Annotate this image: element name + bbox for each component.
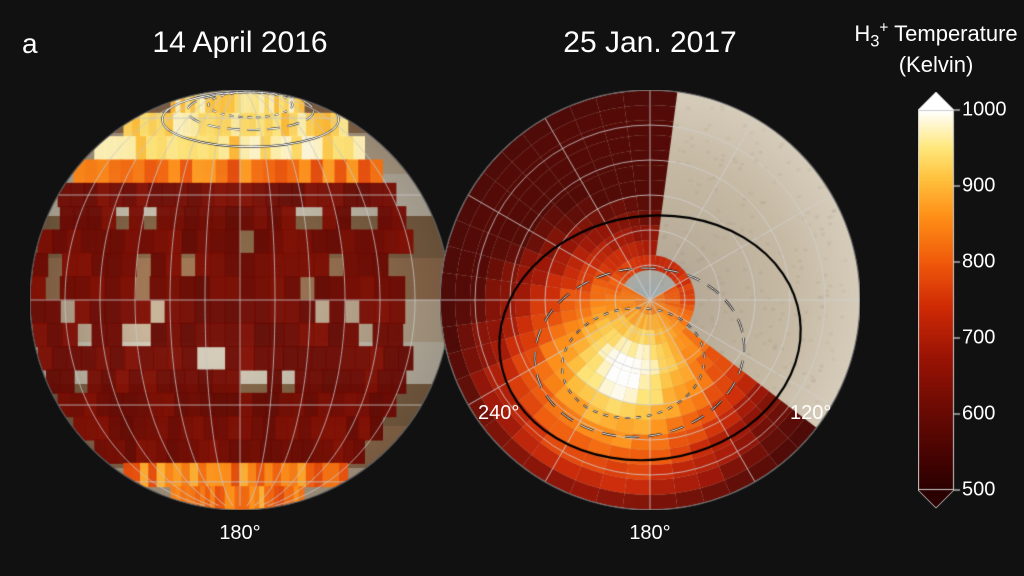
left-globe: [30, 90, 450, 510]
colorbar-tick: 1000: [962, 99, 1007, 122]
left-globe-canvas: [30, 90, 450, 510]
panel-label: a: [22, 28, 38, 60]
colorbar-title-line2: (Kelvin): [899, 52, 974, 77]
colorbar-tick: 800: [962, 251, 995, 274]
right-globe-canvas: [440, 90, 860, 510]
colorbar-title: H3+ Temperature (Kelvin): [854, 20, 1017, 77]
right-globe-right-lon-label: 120°: [790, 402, 831, 425]
right-globe-title: 25 Jan. 2017: [563, 26, 736, 60]
colorbar-tick: 700: [962, 327, 995, 350]
colorbar-tick: 500: [962, 479, 995, 502]
colorbar: 500 600 700 800 900 1000: [918, 92, 1008, 512]
colorbar-title-line1: H3+ Temperature: [854, 21, 1017, 46]
right-globe: [440, 90, 860, 510]
left-globe-title: 14 April 2016: [152, 26, 327, 60]
colorbar-canvas: [918, 92, 1008, 512]
right-globe-south-lon-label: 180°: [629, 522, 670, 545]
right-globe-left-lon-label: 240°: [478, 402, 519, 425]
colorbar-tick: 900: [962, 175, 995, 198]
colorbar-tick: 600: [962, 403, 995, 426]
figure-stage: a 14 April 2016 25 Jan. 2017 H3+ Tempera…: [0, 0, 1024, 576]
left-globe-south-lon-label: 180°: [219, 522, 260, 545]
